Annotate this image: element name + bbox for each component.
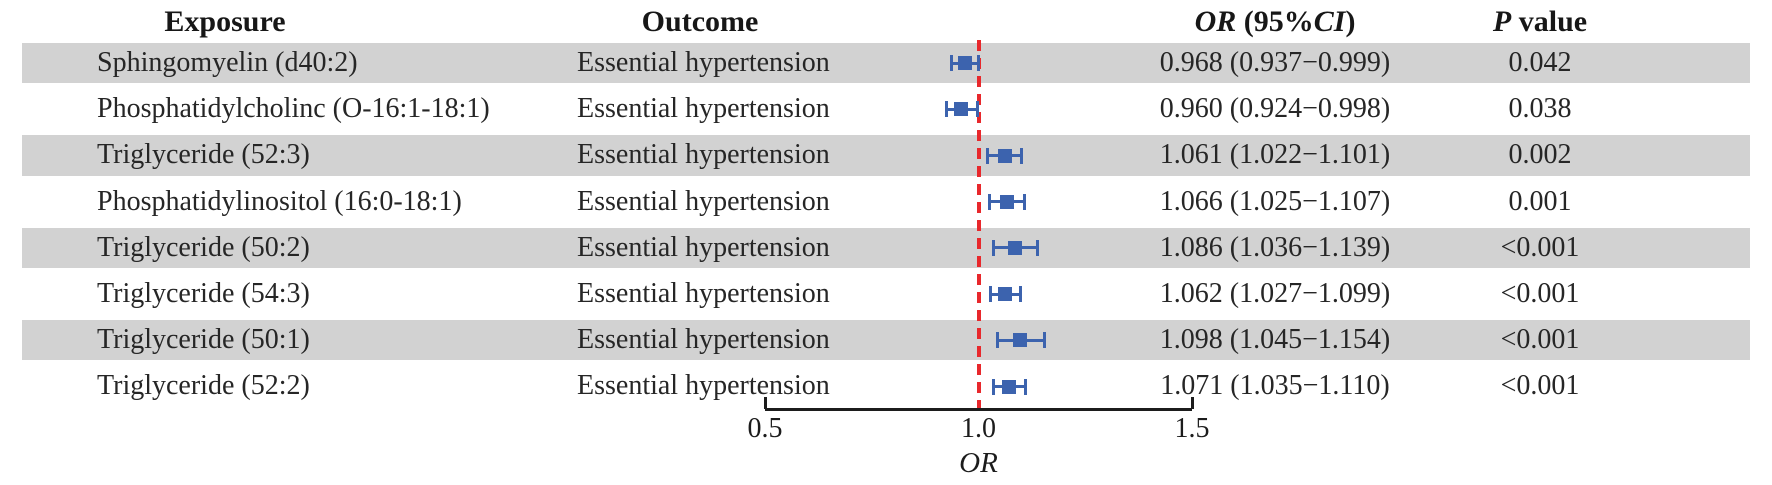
x-axis-end-tick xyxy=(1190,397,1194,409)
row-zebra-band xyxy=(22,135,1750,176)
exposure-cell: Triglyceride (50:1) xyxy=(97,324,310,356)
or-point-square xyxy=(1013,333,1028,348)
ci-cap-right xyxy=(1019,286,1023,303)
ci-cap-right xyxy=(1023,378,1027,395)
or-point-square xyxy=(997,287,1012,302)
outcome-cell: Essential hypertension xyxy=(577,47,830,78)
ci-cap-left xyxy=(986,147,990,164)
p-value-cell: <0.001 xyxy=(1500,370,1580,402)
x-axis-tick-label: 0.5 xyxy=(747,413,783,444)
exposure-cell: Sphingomyelin (d40:2) xyxy=(97,47,358,78)
exposure-cell: Phosphatidylinositol (16:0-18:1) xyxy=(97,185,462,217)
or-ci-cell: 1.098 (1.045−1.154) xyxy=(1159,324,1391,356)
ci-cap-left xyxy=(987,193,991,210)
p-value-cell: <0.001 xyxy=(1500,278,1580,309)
or-ci-cell: 1.086 (1.036−1.139) xyxy=(1159,231,1391,263)
p-value-cell: 0.038 xyxy=(1508,93,1572,125)
ci-cap-left xyxy=(992,239,996,256)
or-ci-cell: 0.960 (0.924−0.998) xyxy=(1159,93,1391,125)
outcome-cell: Essential hypertension xyxy=(577,185,830,217)
exposure-cell: Triglyceride (54:3) xyxy=(97,278,310,309)
ci-cap-left xyxy=(991,378,995,395)
or-point-square xyxy=(954,102,969,117)
or-ci-cell: 1.061 (1.022−1.101) xyxy=(1159,139,1391,171)
outcome-cell: Essential hypertension xyxy=(577,278,830,309)
reference-line xyxy=(976,40,981,409)
exposure-cell: Triglyceride (52:3) xyxy=(97,139,310,171)
or-ci-cell: 1.071 (1.035−1.110) xyxy=(1160,370,1390,402)
or-point-square xyxy=(997,148,1012,163)
column-header-or-ci: OR (95%CI) xyxy=(1195,2,1356,42)
x-axis-end-tick xyxy=(763,397,767,409)
ci-cap-right xyxy=(1020,147,1024,164)
ci-cap-right xyxy=(976,55,980,72)
or-ci-cell: 1.066 (1.025−1.107) xyxy=(1159,185,1391,217)
or-point-square xyxy=(999,194,1014,209)
ci-cap-right xyxy=(976,101,980,118)
exposure-cell: Triglyceride (50:2) xyxy=(97,231,310,263)
exposure-cell: Phosphatidylcholinc (O-16:1-18:1) xyxy=(97,93,490,125)
ci-cap-right xyxy=(1042,332,1046,349)
or-point-square xyxy=(1008,240,1023,255)
or-ci-cell: 0.968 (0.937−0.999) xyxy=(1159,47,1391,78)
x-axis-tick-label: 1.5 xyxy=(1174,413,1210,444)
row-zebra-band xyxy=(22,320,1750,361)
p-value-cell: <0.001 xyxy=(1500,324,1580,356)
p-value-cell: 0.002 xyxy=(1508,139,1572,171)
column-header-outcome: Outcome xyxy=(641,5,759,38)
outcome-cell: Essential hypertension xyxy=(577,139,830,171)
x-axis-line xyxy=(765,407,1192,411)
p-header-p: P xyxy=(1492,5,1512,38)
or-ci-header-ci: CI xyxy=(1313,5,1346,38)
p-value-cell: 0.042 xyxy=(1508,47,1572,78)
p-value-cell: 0.001 xyxy=(1508,185,1572,217)
outcome-cell: Essential hypertension xyxy=(577,370,830,402)
or-ci-header-mid: (95% xyxy=(1236,5,1314,38)
exposure-cell: Triglyceride (52:2) xyxy=(97,370,310,402)
outcome-cell: Essential hypertension xyxy=(577,324,830,356)
ci-cap-right xyxy=(1036,239,1040,256)
row-zebra-band xyxy=(22,227,1750,268)
ci-cap-left xyxy=(944,101,948,118)
or-ci-cell: 1.062 (1.027−1.099) xyxy=(1159,278,1391,309)
ci-cap-left xyxy=(996,332,1000,349)
x-axis-title: OR xyxy=(959,447,998,479)
column-header-p-value: P value xyxy=(1493,2,1587,42)
column-header-exposure: Exposure xyxy=(164,5,286,38)
outcome-cell: Essential hypertension xyxy=(577,231,830,263)
or-ci-header-close: ) xyxy=(1345,5,1356,38)
p-value-cell: <0.001 xyxy=(1500,231,1580,263)
ci-cap-right xyxy=(1022,193,1026,210)
row-zebra-band xyxy=(22,43,1750,84)
outcome-cell: Essential hypertension xyxy=(577,93,830,125)
or-ci-header-or: OR xyxy=(1194,5,1237,38)
ci-cap-left xyxy=(988,286,992,303)
or-point-square xyxy=(1001,379,1016,394)
ci-cap-left xyxy=(950,55,954,72)
or-point-square xyxy=(957,56,972,71)
x-axis-tick-label: 1.0 xyxy=(961,413,996,444)
p-header-value: value xyxy=(1511,5,1588,38)
